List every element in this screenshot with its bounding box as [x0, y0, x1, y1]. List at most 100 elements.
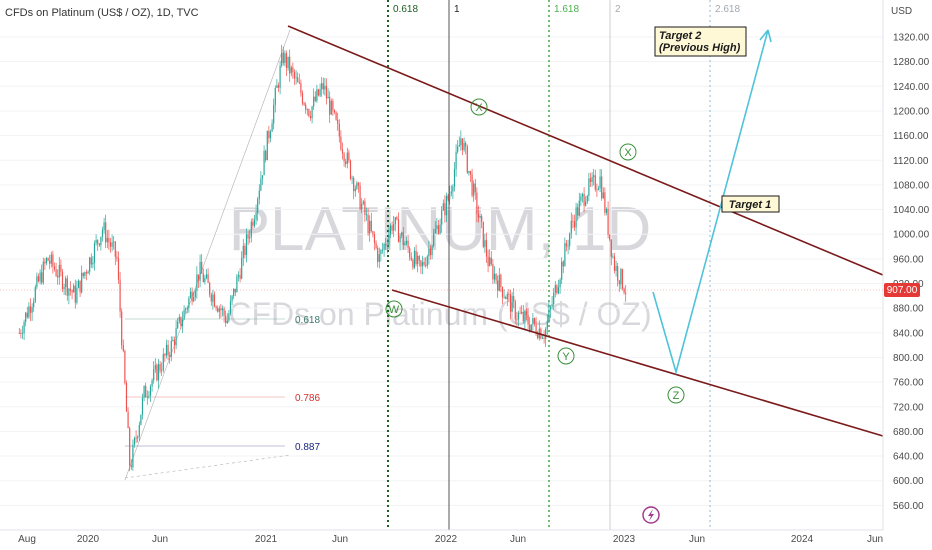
wave-circle: [667, 386, 685, 404]
candle-body: [97, 239, 99, 244]
descending-channel: [287, 25, 884, 437]
candle-body: [625, 292, 627, 294]
candle-body: [420, 260, 422, 267]
candle-body: [321, 83, 323, 90]
candle-body: [226, 320, 228, 324]
candle-body: [458, 145, 460, 147]
candle-body: [153, 369, 155, 381]
candle-body: [45, 258, 48, 264]
fib-time-label: 1: [454, 4, 460, 15]
time-axis[interactable]: Aug 2020 Jun 2021 Jun 2022 Jun 2023 Jun 2024 Jun: [18, 534, 883, 545]
candle-body: [82, 272, 84, 276]
candle-body: [583, 194, 585, 206]
candle-body: [357, 182, 360, 186]
candle-body: [343, 153, 345, 162]
time-tick-label: 2021: [255, 534, 278, 545]
projection-arrowhead: [759, 29, 772, 43]
time-tick-label: Jun: [332, 534, 348, 545]
candle-body: [181, 319, 184, 327]
candle-body: [410, 257, 412, 260]
price-tick-label: 1080.00: [893, 180, 930, 191]
candle-body: [340, 136, 342, 150]
candle-body: [114, 241, 116, 257]
last-price-tag: [884, 283, 920, 297]
candle-body: [585, 201, 587, 206]
candle-body: [188, 297, 190, 308]
time-tick-label: Jun: [867, 534, 883, 545]
candle-body: [252, 221, 254, 226]
candle-body: [409, 248, 411, 258]
event-icon[interactable]: [642, 506, 660, 524]
candle-body: [236, 276, 238, 293]
candle-body: [522, 311, 524, 322]
candle-body: [180, 316, 182, 327]
candle-body: [386, 245, 388, 246]
candle-body: [55, 269, 57, 276]
candle-body: [298, 82, 300, 84]
candle-body: [428, 248, 430, 257]
candle-body: [610, 239, 612, 257]
candle-body: [314, 96, 316, 101]
candle-body: [556, 285, 558, 294]
candle-body: [149, 386, 152, 396]
candle-body: [276, 85, 278, 89]
target-2-box: Target 2 (Previous High): [654, 26, 747, 57]
candle-body: [129, 428, 131, 466]
wave-label: Z: [673, 390, 680, 402]
candle-body: [316, 89, 318, 101]
candle-body: [266, 130, 268, 161]
candle-body: [481, 216, 483, 222]
candle-body: [239, 275, 241, 279]
candle-body: [404, 243, 406, 246]
candle-body: [210, 294, 212, 302]
candle-body: [85, 272, 88, 274]
fib-time-label: 2.618: [715, 4, 740, 15]
candle-body: [223, 308, 225, 316]
candle-body: [293, 71, 296, 79]
wave-circle: [385, 300, 403, 318]
candle-body: [601, 176, 603, 199]
candle-body: [532, 318, 534, 325]
candle-body: [330, 100, 332, 115]
candle-body: [580, 196, 582, 201]
candle-body: [21, 333, 24, 335]
candle-body: [306, 109, 308, 111]
candle-body: [233, 288, 235, 296]
candle-body: [145, 386, 147, 398]
candle-body: [508, 293, 510, 295]
candle-body: [284, 53, 286, 63]
candle-body: [245, 234, 248, 255]
candle-body: [36, 276, 38, 288]
candle-body: [209, 282, 211, 295]
candle-body: [381, 249, 384, 251]
candle-body: [225, 315, 227, 324]
chart-title: CFDs on Platinum (US$ / OZ), 1D, TVC: [5, 7, 199, 19]
candle-body: [159, 364, 161, 371]
candle-body: [197, 274, 200, 281]
projection-line: [652, 29, 769, 375]
candle-body: [429, 248, 432, 256]
candle-body: [263, 151, 265, 176]
candle-body: [607, 208, 609, 235]
candle-body: [551, 304, 553, 307]
candle-body: [287, 56, 289, 69]
candle-body: [431, 245, 433, 256]
candle-body: [117, 258, 120, 280]
price-tick-label: 640.00: [893, 452, 924, 463]
currency-label: USD: [891, 6, 912, 17]
price-tick-label: 600.00: [893, 476, 924, 487]
candle-body: [471, 174, 473, 196]
candle-body: [503, 297, 505, 299]
candle-body: [561, 261, 563, 280]
candle-body: [193, 296, 195, 302]
candle-body: [140, 414, 142, 425]
candle-body: [279, 65, 281, 88]
candle-body: [565, 243, 568, 247]
candle-body: [282, 52, 284, 63]
fib-time-label: 1.618: [554, 4, 579, 15]
candle-body: [157, 364, 160, 381]
candle-body: [79, 280, 81, 293]
price-tick-label: 1320.00: [893, 33, 930, 44]
candle-body: [89, 257, 91, 272]
price-tick-label: 840.00: [893, 328, 924, 339]
